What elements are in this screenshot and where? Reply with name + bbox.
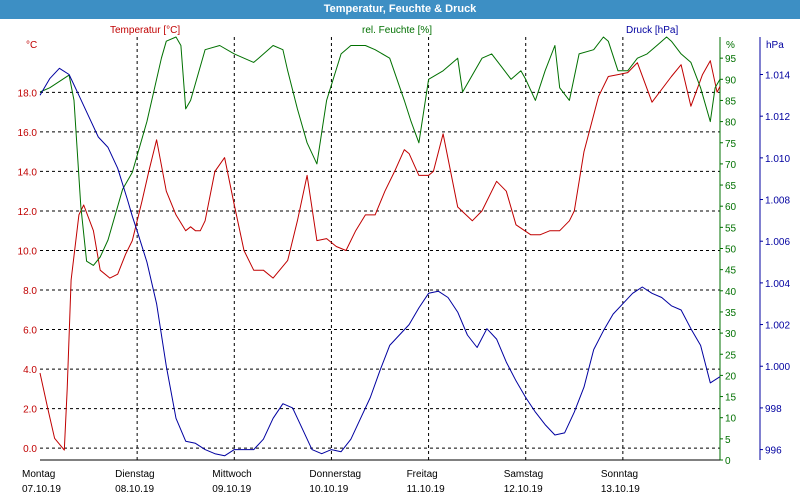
day-name-label: Dienstag [115,469,154,480]
day-name-label: Freitag [407,469,438,480]
humidity-tick-label: 45 [725,266,737,277]
day-date-label: 13.10.19 [601,484,640,495]
pressure-tick-labels: 996 998 1.000 1.002 1.004 1.006 1.008 1.010 1.01… [760,71,790,457]
day-name-label: Montag [22,469,55,480]
humidity-tick-label: 50 [725,245,737,256]
humidity-tick-label: 35 [725,308,737,319]
humidity-tick-label: 95 [725,54,737,65]
pressure-tick-label: 1.006 [765,237,790,248]
plot-background [40,37,720,460]
day-date-label: 12.10.19 [504,484,543,495]
temperature-tick-label: 10.0 [18,246,38,257]
temperature-tick-label: 14.0 [18,167,38,178]
chart-title: Temperatur, Feuchte & Druck [323,3,477,15]
humidity-legend: rel. Feuchte [%] [362,25,432,36]
day-name-label: Donnerstag [309,469,361,480]
day-labels: Montag 07.10.19 Dienstag 08.10.19 Mittwoch 09… [22,469,640,495]
pressure-tick-label: 1.012 [765,112,790,123]
temperature-tick-label: 8.0 [23,286,37,297]
humidity-tick-label: 85 [725,96,737,107]
temperature-tick-labels: 0.0 2.0 4.0 6.0 8.0 10.0 12.0 14.0 16.0 18.0 [18,88,38,455]
day-date-label: 07.10.19 [22,484,61,495]
pressure-unit: hPa [766,40,784,51]
pressure-tick-label: 1.008 [765,196,790,207]
temperature-tick-label: 12.0 [18,207,38,218]
humidity-tick-label: 25 [725,350,737,361]
humidity-tick-label: 55 [725,223,737,234]
temperature-legend: Temperatur [°C] [110,25,180,36]
temperature-tick-label: 18.0 [18,88,38,99]
humidity-tick-label: 60 [725,202,737,213]
pressure-tick-label: 1.002 [765,321,790,332]
humidity-tick-label: 20 [725,371,737,382]
temperature-tick-label: 6.0 [23,326,37,337]
humidity-tick-label: 30 [725,329,737,340]
day-date-label: 08.10.19 [115,484,154,495]
day-name-label: Samstag [504,469,543,480]
pressure-tick-label: 998 [765,404,782,415]
day-date-label: 10.10.19 [309,484,348,495]
day-date-label: 11.10.19 [407,484,446,495]
humidity-tick-label: 65 [725,181,737,192]
humidity-tick-label: 5 [725,435,731,446]
pressure-tick-label: 1.000 [765,362,790,373]
temperature-series-line [39,60,721,451]
day-date-label: 09.10.19 [212,484,251,495]
humidity-unit: % [726,40,735,51]
humidity-tick-labels: 0 5 10 15 20 25 30 35 40 45 50 55 60 65 70 75 80 85 90 95 [720,54,737,467]
pressure-tick-label: 1.004 [765,279,790,290]
humidity-tick-label: 15 [725,393,737,404]
pressure-tick-label: 996 [765,446,782,457]
temperature-tick-label: 2.0 [23,405,37,416]
day-name-label: Sonntag [601,469,638,480]
temperature-tick-label: 4.0 [23,365,37,376]
series-lines [39,36,721,457]
day-name-label: Mittwoch [212,469,251,480]
title-bar [0,0,800,19]
humidity-tick-label: 0 [725,456,731,467]
pressure-tick-label: 1.010 [765,154,790,165]
humidity-tick-label: 90 [725,75,737,86]
humidity-series-line [39,36,721,266]
humidity-tick-label: 40 [725,287,737,298]
humidity-tick-label: 70 [725,160,737,171]
humidity-tick-label: 75 [725,139,737,150]
temperature-unit: °C [26,40,37,51]
humidity-tick-label: 10 [725,414,737,425]
pressure-tick-label: 1.014 [765,71,790,82]
humidity-tick-label: 80 [725,118,737,129]
temperature-tick-label: 16.0 [18,128,38,139]
pressure-legend: Druck [hPa] [626,25,678,36]
temperature-tick-label: 0.0 [23,444,37,455]
pressure-series-line [39,67,721,457]
